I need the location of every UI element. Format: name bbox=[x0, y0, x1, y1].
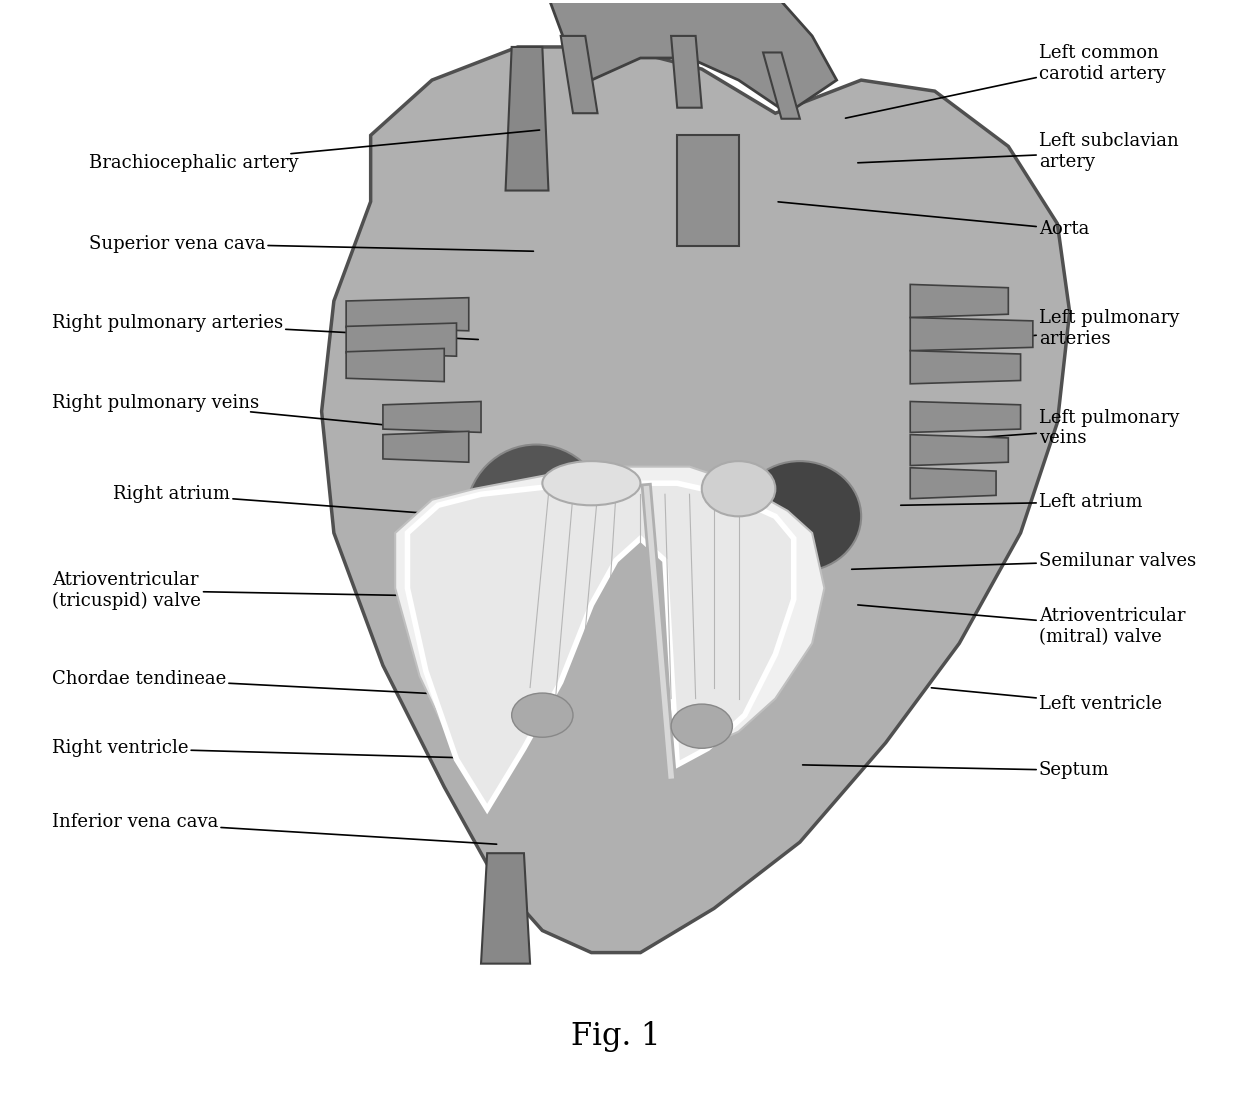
Polygon shape bbox=[396, 466, 825, 798]
Polygon shape bbox=[560, 36, 598, 113]
Polygon shape bbox=[910, 435, 1008, 465]
Polygon shape bbox=[346, 323, 456, 356]
Polygon shape bbox=[910, 317, 1033, 351]
Polygon shape bbox=[910, 402, 1021, 433]
Polygon shape bbox=[910, 467, 996, 498]
Text: Left ventricle: Left ventricle bbox=[931, 688, 1162, 713]
Polygon shape bbox=[671, 36, 702, 108]
Text: Left common
carotid artery: Left common carotid artery bbox=[846, 44, 1166, 118]
Polygon shape bbox=[346, 349, 444, 382]
Polygon shape bbox=[763, 52, 800, 119]
Polygon shape bbox=[677, 135, 739, 245]
Text: Inferior vena cava: Inferior vena cava bbox=[52, 814, 497, 845]
Polygon shape bbox=[910, 351, 1021, 384]
Text: Left pulmonary
veins: Left pulmonary veins bbox=[931, 408, 1179, 447]
Text: Atrioventricular
(tricuspid) valve: Atrioventricular (tricuspid) valve bbox=[52, 571, 485, 609]
Text: Fig. 1: Fig. 1 bbox=[572, 1021, 661, 1052]
Polygon shape bbox=[321, 47, 1070, 952]
Polygon shape bbox=[542, 0, 837, 113]
Ellipse shape bbox=[512, 693, 573, 737]
Text: Atrioventricular
(mitral) valve: Atrioventricular (mitral) valve bbox=[858, 605, 1185, 646]
Ellipse shape bbox=[739, 461, 861, 572]
Ellipse shape bbox=[466, 445, 606, 588]
Text: Right pulmonary veins: Right pulmonary veins bbox=[52, 394, 448, 431]
Polygon shape bbox=[408, 483, 794, 809]
Ellipse shape bbox=[542, 461, 640, 505]
Text: Right ventricle: Right ventricle bbox=[52, 739, 515, 759]
Polygon shape bbox=[481, 854, 529, 963]
Text: Right pulmonary arteries: Right pulmonary arteries bbox=[52, 314, 479, 340]
Text: Left pulmonary
arteries: Left pulmonary arteries bbox=[931, 310, 1179, 349]
Text: Left atrium: Left atrium bbox=[900, 493, 1142, 511]
Text: Septum: Septum bbox=[802, 761, 1110, 779]
Polygon shape bbox=[383, 402, 481, 433]
Polygon shape bbox=[346, 297, 469, 331]
Text: Brachiocephalic artery: Brachiocephalic artery bbox=[88, 130, 539, 172]
Polygon shape bbox=[910, 284, 1008, 317]
Ellipse shape bbox=[702, 461, 775, 516]
Polygon shape bbox=[506, 47, 548, 191]
Text: Chordae tendineae: Chordae tendineae bbox=[52, 669, 527, 698]
Text: Aorta: Aorta bbox=[777, 202, 1090, 239]
Text: Semilunar valves: Semilunar valves bbox=[852, 552, 1197, 569]
Ellipse shape bbox=[671, 704, 733, 748]
Text: Left subclavian
artery: Left subclavian artery bbox=[858, 132, 1179, 171]
Text: Superior vena cava: Superior vena cava bbox=[88, 234, 533, 253]
Text: Right atrium: Right atrium bbox=[113, 485, 508, 519]
Polygon shape bbox=[383, 432, 469, 462]
